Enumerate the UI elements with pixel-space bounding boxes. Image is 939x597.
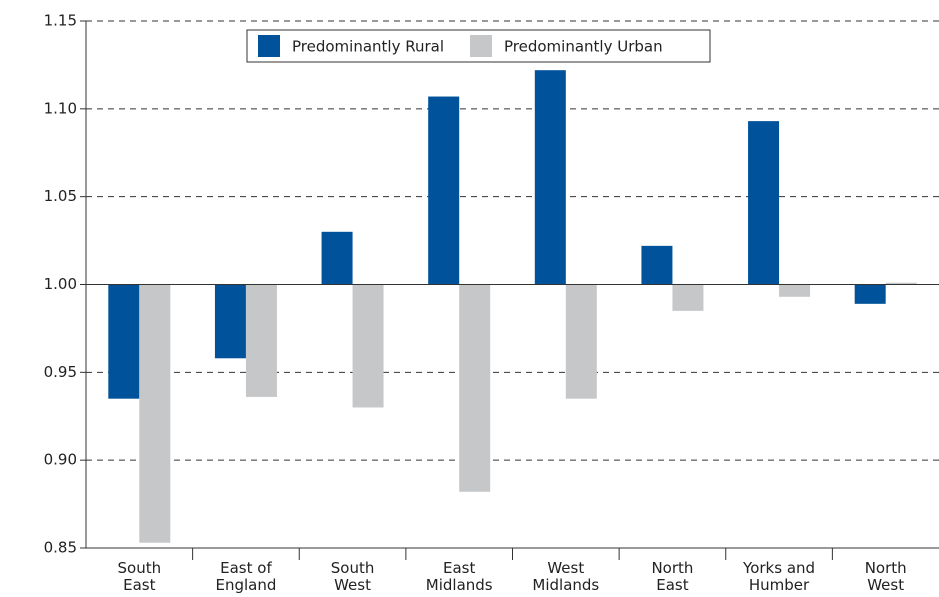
bar	[748, 121, 780, 285]
x-tick-label: North West	[864, 559, 907, 594]
bar	[565, 284, 597, 399]
x-tick-label: South West	[330, 559, 375, 594]
bar	[139, 284, 171, 543]
y-tick-label: 0.95	[44, 363, 77, 381]
legend-label: Predominantly Rural	[292, 38, 444, 56]
bar	[321, 231, 353, 285]
x-tick-label: East Midlands	[425, 559, 493, 594]
x-tick-label: East of England	[215, 559, 277, 594]
bar	[214, 284, 246, 359]
bar	[428, 96, 460, 285]
legend-label: Predominantly Urban	[504, 38, 663, 56]
bar	[885, 282, 917, 285]
legend-swatch	[258, 35, 280, 57]
bar	[534, 70, 566, 285]
y-tick-label: 1.05	[44, 187, 77, 205]
x-tick-label: Yorks and Humber	[743, 559, 816, 594]
x-tick-label: South East	[117, 559, 162, 594]
x-tick-label: North East	[651, 559, 694, 594]
legend-swatch	[470, 35, 493, 57]
bar	[245, 284, 277, 397]
y-tick-label: 0.85	[44, 539, 77, 557]
bar	[108, 284, 140, 399]
bar	[672, 284, 704, 311]
bar	[459, 284, 491, 492]
bar	[779, 284, 811, 297]
y-tick-label: 1.10	[44, 99, 77, 117]
bar	[352, 284, 384, 408]
bar	[854, 284, 886, 304]
bar	[641, 245, 673, 285]
y-tick-label: 0.90	[44, 451, 77, 469]
y-tick-label: 1.00	[44, 275, 77, 293]
x-tick-label: West Midlands	[532, 559, 600, 594]
y-tick-label: 1.15	[44, 12, 77, 30]
